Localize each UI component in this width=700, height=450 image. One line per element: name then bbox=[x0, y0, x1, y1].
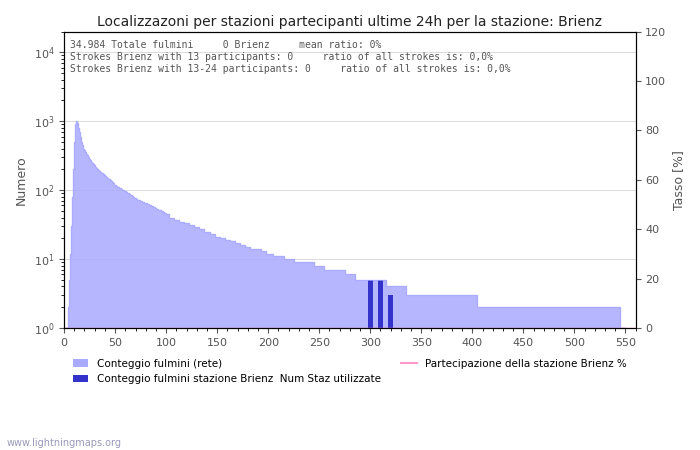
Bar bbox=[368, 280, 373, 450]
Y-axis label: Tasso [%]: Tasso [%] bbox=[672, 150, 685, 210]
Text: 34.984 Totale fulmini     0 Brienz     mean ratio: 0%
Strokes Brienz with 13 par: 34.984 Totale fulmini 0 Brienz mean rati… bbox=[70, 40, 510, 74]
Legend: Conteggio fulmini (rete), Conteggio fulmini stazione Brienz  Num Staz utilizzate: Conteggio fulmini (rete), Conteggio fulm… bbox=[69, 355, 631, 388]
Title: Localizzazoni per stazioni partecipanti ultime 24h per la stazione: Brienz: Localizzazoni per stazioni partecipanti … bbox=[97, 15, 602, 29]
Text: www.lightningmaps.org: www.lightningmaps.org bbox=[7, 437, 122, 447]
Y-axis label: Numero: Numero bbox=[15, 155, 28, 205]
Bar bbox=[378, 280, 383, 450]
Bar bbox=[388, 295, 393, 450]
